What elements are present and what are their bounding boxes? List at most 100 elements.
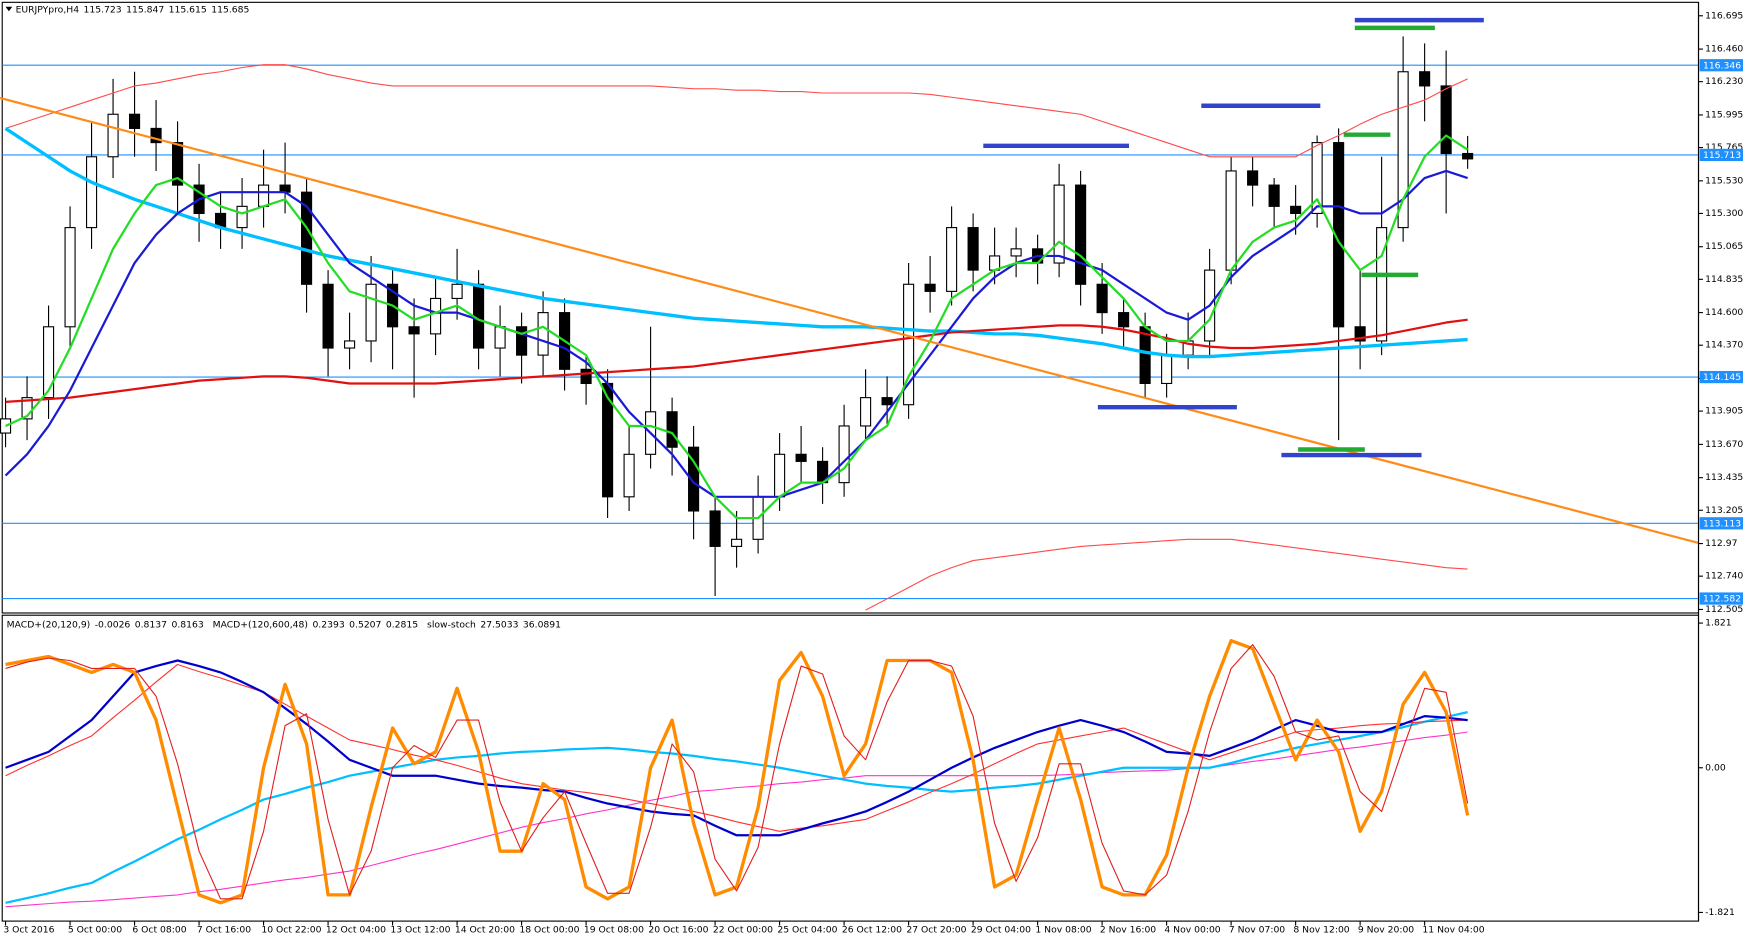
legend-value: 27.5033 bbox=[480, 620, 518, 631]
legend-value: 0.8137 bbox=[135, 620, 167, 631]
candle-body bbox=[1419, 71, 1431, 87]
candle-body bbox=[1075, 184, 1087, 285]
header-text: 115.615 bbox=[169, 5, 207, 16]
candle-body bbox=[0, 418, 12, 434]
candle-body bbox=[903, 283, 915, 406]
x-tick-label: 3 Oct 2016 bbox=[3, 924, 54, 935]
y-tick-label: 115.065 bbox=[1705, 241, 1743, 252]
candle-body bbox=[365, 283, 377, 342]
candle-body bbox=[881, 397, 893, 406]
candle-body bbox=[43, 326, 55, 399]
x-tick-label: 9 Nov 20:00 bbox=[1358, 924, 1414, 935]
candle-body bbox=[1225, 170, 1237, 271]
legend-name: MACD+(20,120,9) bbox=[7, 620, 91, 631]
y-tick-label: 114.835 bbox=[1705, 274, 1743, 285]
candle-body bbox=[86, 156, 98, 229]
trend-line bbox=[0, 96, 1699, 544]
x-tick-label: 7 Nov 07:00 bbox=[1229, 924, 1285, 935]
candle-body bbox=[1311, 142, 1323, 214]
y-tick-label: 116.460 bbox=[1705, 44, 1743, 55]
y-tick-label: 1.821 bbox=[1705, 618, 1732, 629]
candle-body bbox=[537, 312, 549, 356]
candle-body bbox=[1053, 184, 1065, 264]
level-label-box bbox=[1699, 148, 1743, 162]
candle-body bbox=[666, 411, 678, 448]
candle-body bbox=[1354, 326, 1366, 342]
candle-body bbox=[1268, 184, 1280, 207]
legend-name: MACD+(120,600,48) bbox=[213, 620, 308, 631]
indicator-line bbox=[5, 134, 1469, 520]
x-tick-label: 13 Oct 12:00 bbox=[390, 924, 450, 935]
indicator-line bbox=[5, 644, 1469, 900]
candle-body bbox=[344, 340, 356, 349]
indicator-line bbox=[4, 127, 1468, 359]
y-tick-label: -1.821 bbox=[1705, 907, 1735, 918]
y-tick-label: 113.435 bbox=[1705, 472, 1743, 483]
level-label-box bbox=[1699, 592, 1743, 605]
x-tick-label: 27 Oct 20:00 bbox=[906, 924, 966, 935]
x-tick-label: 20 Oct 16:00 bbox=[648, 924, 708, 935]
candle-body bbox=[236, 205, 248, 229]
x-tick-label: 29 Oct 04:00 bbox=[971, 924, 1031, 935]
x-tick-label: 5 Oct 00:00 bbox=[68, 924, 122, 935]
y-tick-label: 113.670 bbox=[1705, 439, 1743, 450]
candle-body bbox=[1462, 152, 1474, 160]
x-tick-label: 25 Oct 04:00 bbox=[777, 924, 837, 935]
legend-value: -0.0026 bbox=[95, 620, 131, 631]
candle-body bbox=[494, 326, 506, 349]
y-tick-label: 116.230 bbox=[1705, 76, 1743, 87]
y-tick-label: 112.97 bbox=[1705, 538, 1737, 549]
x-tick-label: 4 Nov 00:00 bbox=[1164, 924, 1220, 935]
legend-value: 0.5207 bbox=[349, 620, 381, 631]
candle-body bbox=[623, 453, 635, 498]
candle-body bbox=[408, 326, 420, 335]
indicator-line bbox=[5, 318, 1468, 403]
candle-body bbox=[1440, 85, 1452, 155]
y-tick-label: 115.300 bbox=[1705, 208, 1743, 219]
candle-body bbox=[1376, 227, 1388, 342]
x-tick-label: 8 Nov 12:00 bbox=[1293, 924, 1349, 935]
candle-body bbox=[795, 453, 807, 462]
candle-body bbox=[1161, 354, 1173, 385]
x-tick-label: 26 Oct 12:00 bbox=[842, 924, 902, 935]
y-tick-label: 0.00 bbox=[1705, 762, 1726, 773]
y-tick-label: 115.995 bbox=[1705, 109, 1743, 120]
y-tick-label: 115.530 bbox=[1705, 175, 1743, 186]
candle-body bbox=[301, 191, 313, 285]
legend-value: 36.0891 bbox=[523, 620, 561, 631]
legend-value: 0.2815 bbox=[386, 620, 418, 631]
candle-body bbox=[1010, 248, 1022, 257]
candle-body bbox=[1333, 142, 1345, 328]
candle-body bbox=[172, 142, 184, 186]
candle-body bbox=[967, 227, 979, 271]
legend-value: 0.2393 bbox=[312, 620, 344, 631]
candle-body bbox=[1397, 71, 1409, 229]
candle-body bbox=[516, 326, 528, 356]
indicator-line bbox=[5, 659, 1468, 837]
x-tick-label: 22 Oct 00:00 bbox=[713, 924, 773, 935]
indicator-line bbox=[5, 663, 1468, 832]
x-tick-label: 6 Oct 08:00 bbox=[132, 924, 186, 935]
header-text: EURJPYpro,H4 bbox=[16, 5, 80, 16]
level-label-box bbox=[1699, 370, 1743, 384]
level-label-box bbox=[1699, 517, 1743, 530]
legend-value: 0.8163 bbox=[171, 620, 203, 631]
menu-arrow bbox=[5, 6, 13, 12]
legend-name: slow-stoch bbox=[427, 620, 476, 631]
x-tick-label: 10 Oct 22:00 bbox=[261, 924, 321, 935]
candle-body bbox=[129, 113, 141, 129]
level-label: 112.582 bbox=[1703, 594, 1741, 605]
level-label: 113.113 bbox=[1703, 518, 1741, 529]
level-label: 116.346 bbox=[1703, 60, 1741, 71]
header-text: 115.847 bbox=[126, 5, 164, 16]
y-tick-label: 114.600 bbox=[1705, 307, 1743, 318]
candle-body bbox=[451, 283, 463, 300]
x-tick-label: 2 Nov 16:00 bbox=[1100, 924, 1156, 935]
indicator-line bbox=[5, 638, 1470, 905]
candle-body bbox=[21, 397, 33, 420]
level-label: 115.713 bbox=[1703, 150, 1741, 161]
candle-body bbox=[731, 538, 743, 547]
candle-body bbox=[430, 297, 442, 335]
